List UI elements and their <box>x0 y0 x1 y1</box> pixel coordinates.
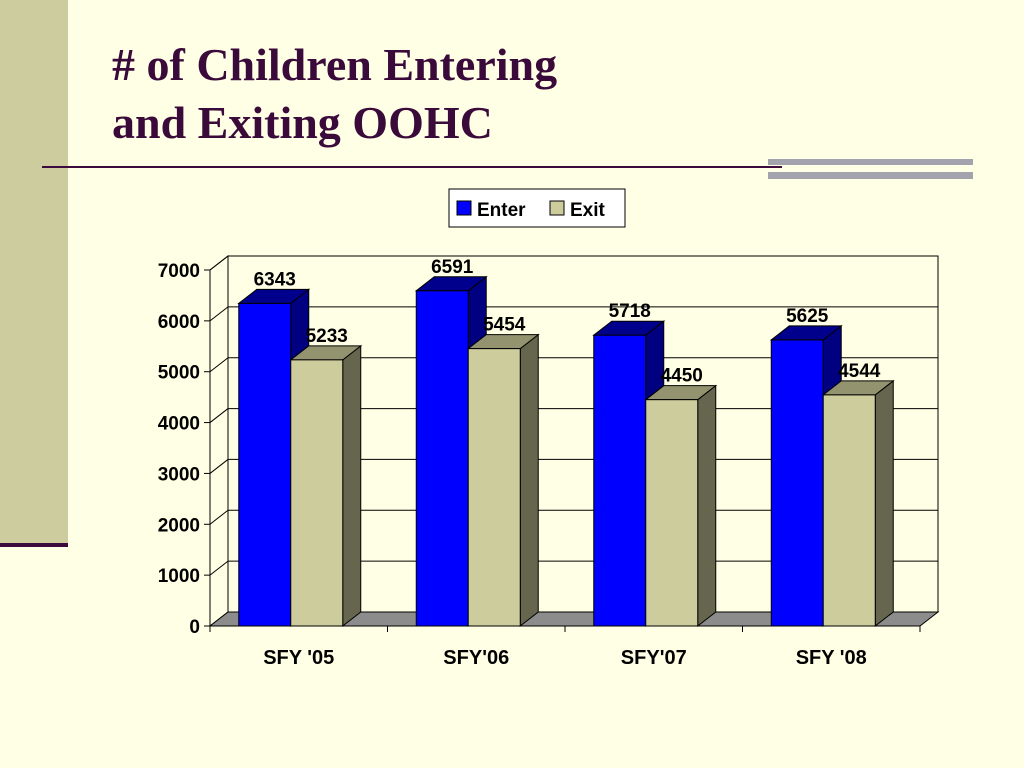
side-decoration-line <box>0 543 68 547</box>
y-tick-label: 4000 <box>158 414 200 435</box>
title-divider <box>42 166 782 168</box>
slide-title: # of Children Entering and Exiting OOHC <box>112 36 557 152</box>
divider-accent-top <box>768 159 973 165</box>
bar-front-face <box>593 334 647 627</box>
y-tick-label: 1000 <box>158 566 200 587</box>
x-tick-label: SFY '05 <box>263 647 334 669</box>
bar-front-face <box>822 394 876 627</box>
bar-exit <box>821 379 895 628</box>
legend-swatch-enter <box>456 200 472 216</box>
gridline-side <box>209 306 229 322</box>
legend: Enter Exit <box>448 188 626 228</box>
bar-front-face <box>290 359 344 627</box>
gridline-side <box>209 357 229 373</box>
x-tick-label: SFY'06 <box>443 647 509 669</box>
bar-exit <box>644 384 718 628</box>
gridline-side <box>209 408 229 423</box>
legend-swatch-exit <box>549 200 565 216</box>
y-tick-label: 0 <box>189 617 200 638</box>
legend-label-exit: Exit <box>570 200 606 221</box>
slide-title-line-1: # of Children Entering <box>112 39 558 90</box>
bar-side-face <box>342 344 362 628</box>
data-label-exit: 5233 <box>306 326 348 347</box>
bar-side-face <box>874 379 894 628</box>
data-label-enter: 5718 <box>609 301 651 322</box>
bar-front-face <box>770 339 824 627</box>
data-label-exit: 4450 <box>661 366 703 387</box>
x-tick-label: SFY'07 <box>621 647 687 669</box>
side-decoration-bar <box>0 0 68 545</box>
legend-label-enter: Enter <box>477 200 526 221</box>
bar-exit <box>289 344 363 628</box>
plot-side-wall <box>209 254 229 628</box>
bar-side-face <box>519 333 539 628</box>
y-tick-label: 7000 <box>158 261 200 282</box>
y-tick-label: 2000 <box>158 515 200 536</box>
bar-front-face <box>238 302 292 627</box>
data-label-exit: 5454 <box>483 315 526 336</box>
gridline-side <box>209 509 229 525</box>
gridline-side <box>209 255 229 271</box>
data-label-enter: 6591 <box>431 257 474 278</box>
legend-box <box>448 188 626 228</box>
data-label-exit: 4544 <box>838 361 881 382</box>
data-label-enter: 5625 <box>786 306 829 327</box>
bar-front-face <box>645 399 699 627</box>
bar-exit <box>466 333 540 628</box>
y-tick-label: 6000 <box>158 312 200 333</box>
slide-title-line-2: and Exiting OOHC <box>112 97 493 148</box>
gridline-side <box>209 560 229 576</box>
data-label-enter: 6343 <box>254 269 296 290</box>
bar-front-face <box>467 348 521 627</box>
divider-accent-bottom <box>768 172 973 179</box>
bar-front-face <box>415 290 469 627</box>
gridline-side <box>209 459 229 474</box>
x-tick-label: SFY '08 <box>796 647 867 669</box>
y-tick-label: 5000 <box>158 363 200 384</box>
y-tick-label: 3000 <box>158 464 200 485</box>
bar-side-face <box>697 384 717 628</box>
